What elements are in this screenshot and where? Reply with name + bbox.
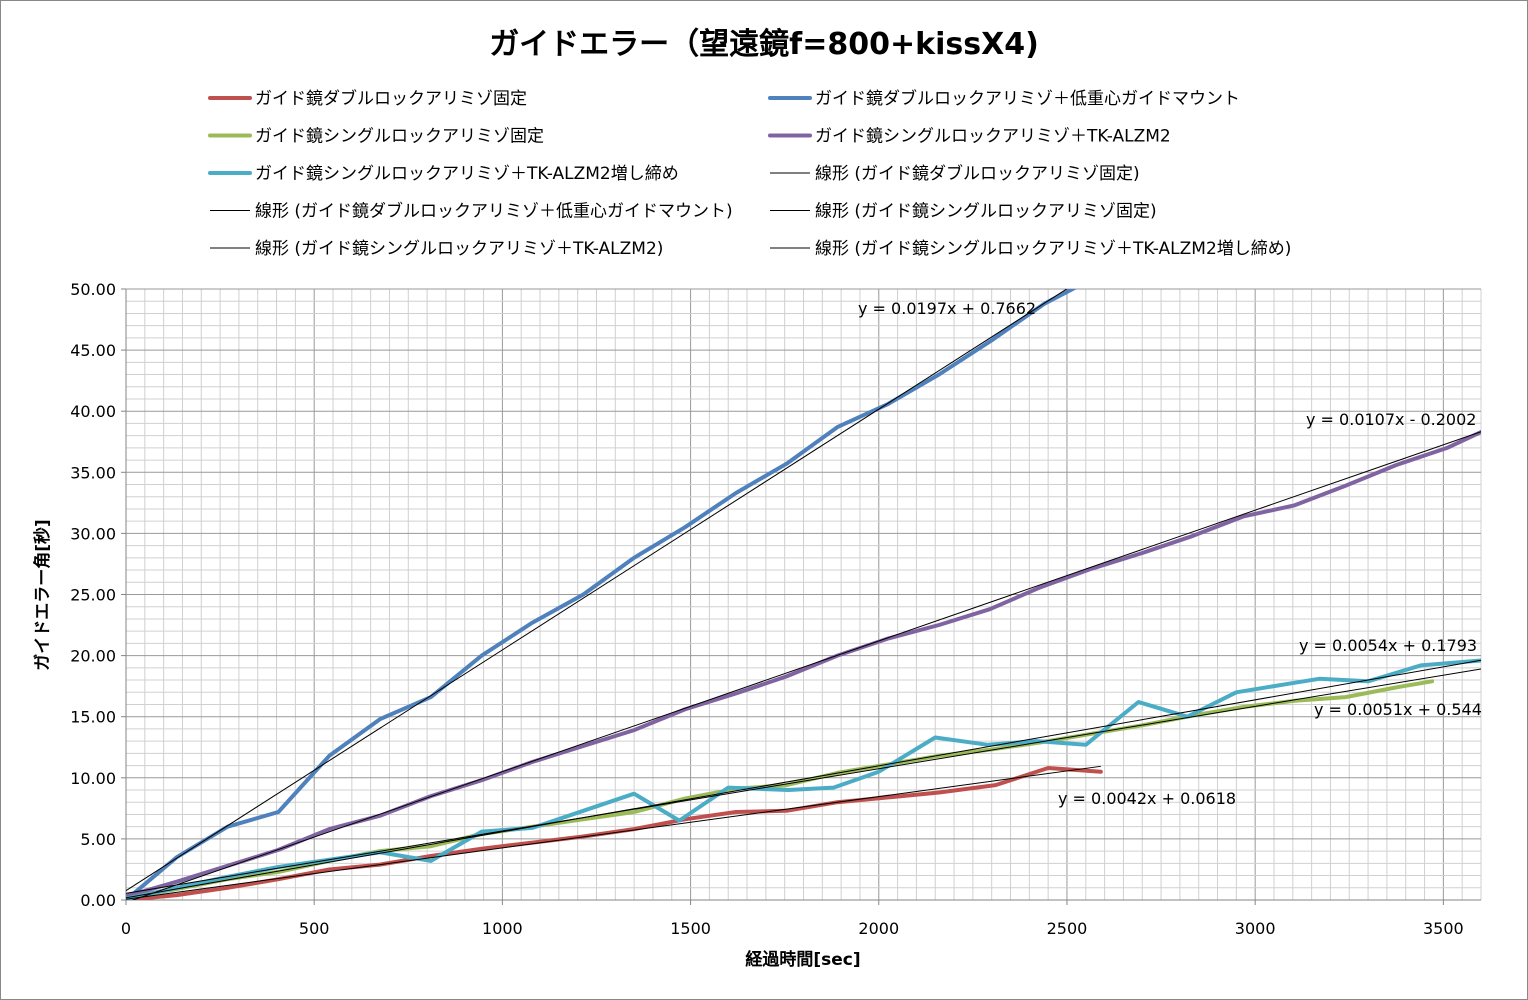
x-axis-title: 経過時間[sec] [745,949,860,970]
legend-label-2: ガイド鏡ダブルロックアリミゾ＋低重心ガイドマウント [815,88,1240,109]
y-tick-label: 20.00 [70,647,116,666]
trendline-equation-2: y = 0.0197x + 0.7662 [858,299,1036,318]
legend-label-4: ガイド鏡シングルロックアリミゾ＋TK-ALZM2 [815,127,1171,147]
trendline-equation-5: y = 0.0054x + 0.1793 [1299,636,1477,655]
y-tick-label: 0.00 [80,891,116,910]
x-tick-label: 3000 [1235,919,1276,938]
chart-title: ガイドエラー（望遠鏡f=800+kissX4) [489,27,1039,62]
axes: 0.00 5.00 10.00 15.00 20.00 25.00 30.00 35.00 40… [70,280,1481,938]
trendline-equation-4: y = 0.0107x - 0.2002 [1306,410,1476,429]
legend-label-8: 線形 (ガイド鏡シングルロックアリミゾ固定) [815,202,1157,222]
y-tick-label: 30.00 [70,524,116,543]
y-tick-label: 10.00 [70,769,116,788]
legend-label-7: 線形 (ガイド鏡ダブルロックアリミゾ＋低重心ガイドマウント) [255,201,733,222]
y-axis-title: ガイドエラー角[秒] [32,519,53,671]
legend-label-9: 線形 (ガイド鏡シングルロックアリミゾ＋TK-ALZM2) [255,239,663,259]
y-tick-label: 25.00 [70,586,116,605]
legend-label-5: ガイド鏡シングルロックアリミゾ＋TK-ALZM2増し締め [255,164,679,184]
trendline-equation-3: y = 0.0051x + 0.544 [1314,700,1482,719]
series-line-4 [126,430,1481,899]
x-tick-label: 2500 [1047,919,1088,938]
y-tick-label: 50.00 [70,280,116,299]
label-layer: y = 0.0042x + 0.0618 y = 0.0197x + 0.7662… [858,299,1482,808]
y-tick-label: 40.00 [70,402,116,421]
series-line-2 [126,289,1077,900]
trendline-4 [131,431,1481,900]
x-tick-label: 500 [299,919,330,938]
x-tick-label: 2000 [858,919,899,938]
trendline-5 [126,659,1481,899]
x-tick-label: 0 [121,919,131,938]
y-tick-label: 15.00 [70,708,116,727]
legend-label-3: ガイド鏡シングルロックアリミゾ固定 [255,127,544,147]
legend-label-6: 線形 (ガイド鏡ダブルロックアリミゾ固定) [815,163,1140,184]
series-line-5 [126,658,1481,900]
y-tick-label: 5.00 [80,830,116,849]
grid [125,288,1482,901]
y-tick-label: 45.00 [70,341,116,360]
legend: ガイド鏡ダブルロックアリミゾ固定 ガイド鏡ダブルロックアリミゾ＋低重心ガイドマウン… [208,88,1291,259]
trendline-2 [126,289,1068,892]
x-tick-label: 1500 [670,919,711,938]
y-tick-label: 35.00 [70,463,116,482]
trendline-layer [126,289,1481,900]
trendline-equation-1: y = 0.0042x + 0.0618 [1058,789,1236,808]
trendline-3 [126,668,1481,894]
x-tick-label: 3500 [1423,919,1464,938]
legend-label-10: 線形 (ガイド鏡シングルロックアリミゾ＋TK-ALZM2増し締め) [815,239,1291,259]
trendline-1 [126,765,1101,900]
x-tick-label: 1000 [482,919,523,938]
legend-label-1: ガイド鏡ダブルロックアリミゾ固定 [255,88,527,109]
